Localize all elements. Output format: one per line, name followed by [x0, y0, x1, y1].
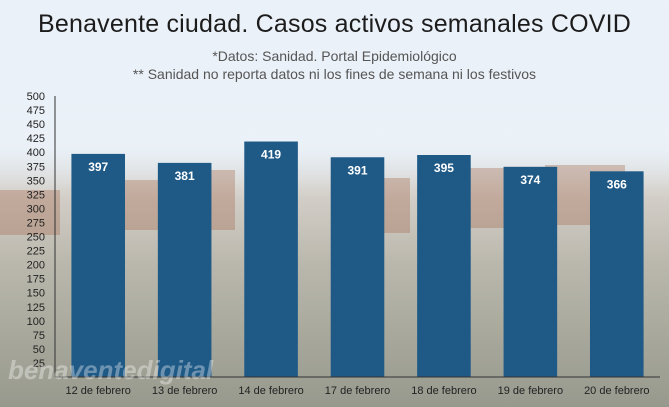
bar — [503, 166, 558, 377]
x-axis: 12 de febrero 13 de febrero 14 de febrero 1… — [55, 376, 660, 397]
y-tick-label: 225 — [27, 246, 45, 258]
y-tick-label: 350 — [27, 175, 45, 187]
y-tick-label: 175 — [27, 274, 45, 286]
y-tick-label: 100 — [27, 316, 45, 328]
bar-value-label: 381 — [175, 169, 195, 183]
x-tick-label: 18 de febrero — [411, 385, 476, 397]
y-tick-label: 400 — [27, 147, 45, 159]
bar — [589, 171, 644, 377]
y-tick-label: 325 — [27, 189, 45, 201]
bar-value-label: 374 — [520, 173, 540, 187]
bar — [157, 162, 212, 377]
y-tick-label: 275 — [27, 217, 45, 229]
bar — [244, 141, 298, 377]
y-tick-label: 75 — [33, 330, 45, 342]
bar-value-label: 395 — [434, 161, 454, 175]
x-tick-label: 13 de febrero — [152, 385, 217, 397]
chart-title: Benavente ciudad. Casos activos semanale… — [37, 10, 632, 38]
x-tick-label: 14 de febrero — [238, 385, 303, 397]
y-tick-label: 125 — [27, 302, 45, 314]
watermark-logo: benaventedigital — [8, 355, 214, 385]
y-axis: 25 50 75 100 125 150 175 200 225 250 275 300 325 350 3… — [27, 91, 56, 377]
x-tick-label: 12 de febrero — [65, 385, 130, 397]
bar-value-label: 366 — [607, 177, 627, 191]
y-tick-label: 375 — [27, 161, 45, 173]
x-tick-label: 20 de febrero — [584, 385, 649, 397]
y-tick-label: 475 — [27, 105, 45, 117]
bar-value-label: 419 — [261, 148, 281, 162]
y-tick-label: 450 — [27, 119, 45, 131]
y-tick-label: 500 — [27, 91, 45, 103]
y-tick-label: 300 — [27, 203, 45, 215]
bar — [330, 157, 385, 377]
y-tick-label: 250 — [27, 232, 45, 244]
bar-value-label: 397 — [88, 160, 108, 174]
chart-subtitle-source: *Datos: Sanidad. Portal Epidemiológico — [212, 48, 457, 64]
bar — [71, 153, 126, 377]
x-tick-label: 17 de febrero — [325, 385, 390, 397]
y-tick-label: 25 — [33, 358, 45, 370]
y-tick-label: 50 — [33, 344, 45, 356]
bars: 397 381 419 391 395 374 366 — [71, 141, 644, 377]
y-tick-label: 200 — [27, 260, 45, 272]
bar-value-label: 391 — [347, 163, 367, 177]
x-tick-label: 19 de febrero — [498, 385, 563, 397]
y-tick-label: 425 — [27, 133, 45, 145]
y-tick-label: 150 — [27, 288, 45, 300]
bar — [417, 155, 471, 377]
chart-subtitle-note: ** Sanidad no reporta datos ni los fines… — [132, 66, 537, 82]
